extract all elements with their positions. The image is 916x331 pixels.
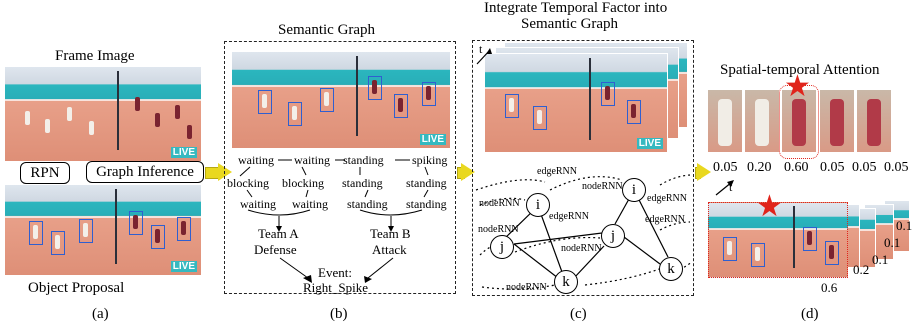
attention-highlight [779, 85, 819, 159]
crop-weight: 0.05 [713, 160, 738, 175]
player-crop [745, 90, 779, 152]
flow-arrow-cd-head [697, 163, 711, 181]
node-i: i [622, 178, 646, 202]
temporal-title-line2: Semantic Graph [521, 16, 619, 32]
node-rnn-label: nodeRNN [582, 181, 623, 192]
temporal-title-line1: Integrate Temporal Factor into [484, 0, 668, 16]
player-crop [820, 90, 854, 152]
team-b-label: Team B [370, 226, 411, 241]
semantic-graph-title: Semantic Graph [278, 22, 376, 38]
player-crop-attended [782, 90, 816, 152]
frame-weight: 0.1 [896, 218, 913, 233]
attention-star-icon: ★ [756, 190, 783, 223]
temporal-graph-panel [472, 40, 694, 296]
crop-weight: 0.05 [820, 160, 845, 175]
crop-weight: 0.05 [852, 160, 877, 175]
node-rnn-label: nodeRNN [561, 243, 602, 254]
role-label: waiting [240, 197, 276, 211]
event-value: Right_Spike [303, 280, 369, 295]
player-crop [857, 90, 891, 152]
crop-weight: 0.05 [884, 160, 909, 175]
flow-arrow-ab-head [218, 163, 232, 181]
role-label: standing [343, 153, 384, 167]
attention-title: Spatial-temporal Attention [720, 62, 880, 78]
edge-rnn-label: edgeRNN [645, 214, 685, 225]
node-k: k [554, 270, 578, 294]
role-label: blocking [282, 176, 324, 190]
live-badge: LIVE [419, 134, 446, 145]
node-rnn-label: nodeRNN [479, 198, 520, 209]
live-badge: LIVE [636, 138, 663, 149]
role-label: standing [342, 176, 383, 190]
node-rnn-label: nodeRNN [506, 282, 547, 293]
time-axis-label: t [729, 180, 733, 194]
role-label: blocking [227, 176, 269, 190]
frame-weight: 0.6 [821, 280, 838, 295]
role-label: waiting [238, 153, 274, 167]
frame-image: LIVE [5, 67, 201, 161]
caption-c: (c) [570, 306, 587, 322]
role-label: standing [347, 197, 388, 211]
object-proposal-image: LIVE [5, 185, 201, 275]
live-badge: LIVE [170, 147, 197, 158]
team-b-role: Attack [372, 242, 407, 257]
temporal-frame-front: LIVE [484, 53, 668, 153]
attention-frame-attended [708, 202, 848, 278]
node-k: k [659, 257, 683, 281]
team-a-label: Team A [258, 226, 299, 241]
edge-rnn-label: edgeRNN [549, 211, 589, 222]
semantic-graph-panel [224, 41, 456, 294]
live-badge: LIVE [170, 261, 197, 272]
role-label: waiting [294, 153, 330, 167]
flow-arrow-bc-head [461, 163, 475, 181]
frame-weight: 0.1 [884, 235, 901, 250]
node-j: j [601, 224, 625, 248]
graph-inference-box: Graph Inference [86, 161, 204, 183]
role-label: spiking [412, 153, 448, 167]
event-label: Event: [318, 265, 352, 280]
frame-weight: 0.2 [853, 262, 870, 277]
object-proposal-title: Object Proposal [28, 280, 125, 296]
role-label: waiting [292, 197, 328, 211]
edge-rnn-label: edgeRNN [647, 193, 687, 204]
rpn-box: RPN [20, 162, 70, 184]
node-rnn-label: nodeRNN [478, 224, 519, 235]
node-i: i [526, 193, 550, 217]
edge-rnn-label: edgeRNN [537, 166, 577, 177]
frame-image-title: Frame Image [55, 48, 135, 64]
caption-a: (a) [92, 306, 109, 322]
time-axis-label: t [479, 42, 483, 56]
semantic-graph-image: LIVE [232, 52, 450, 148]
role-label: standing [406, 197, 447, 211]
crop-weight: 0.60 [784, 160, 809, 175]
crop-weight: 0.20 [747, 160, 772, 175]
frame-weight: 0.1 [872, 252, 889, 267]
team-a-role: Defense [254, 242, 297, 257]
caption-b: (b) [330, 306, 348, 322]
caption-d: (d) [801, 306, 819, 322]
node-j: j [490, 235, 514, 259]
role-label: standing [406, 176, 447, 190]
attention-star-icon: ★ [784, 70, 811, 103]
player-crop [708, 90, 742, 152]
